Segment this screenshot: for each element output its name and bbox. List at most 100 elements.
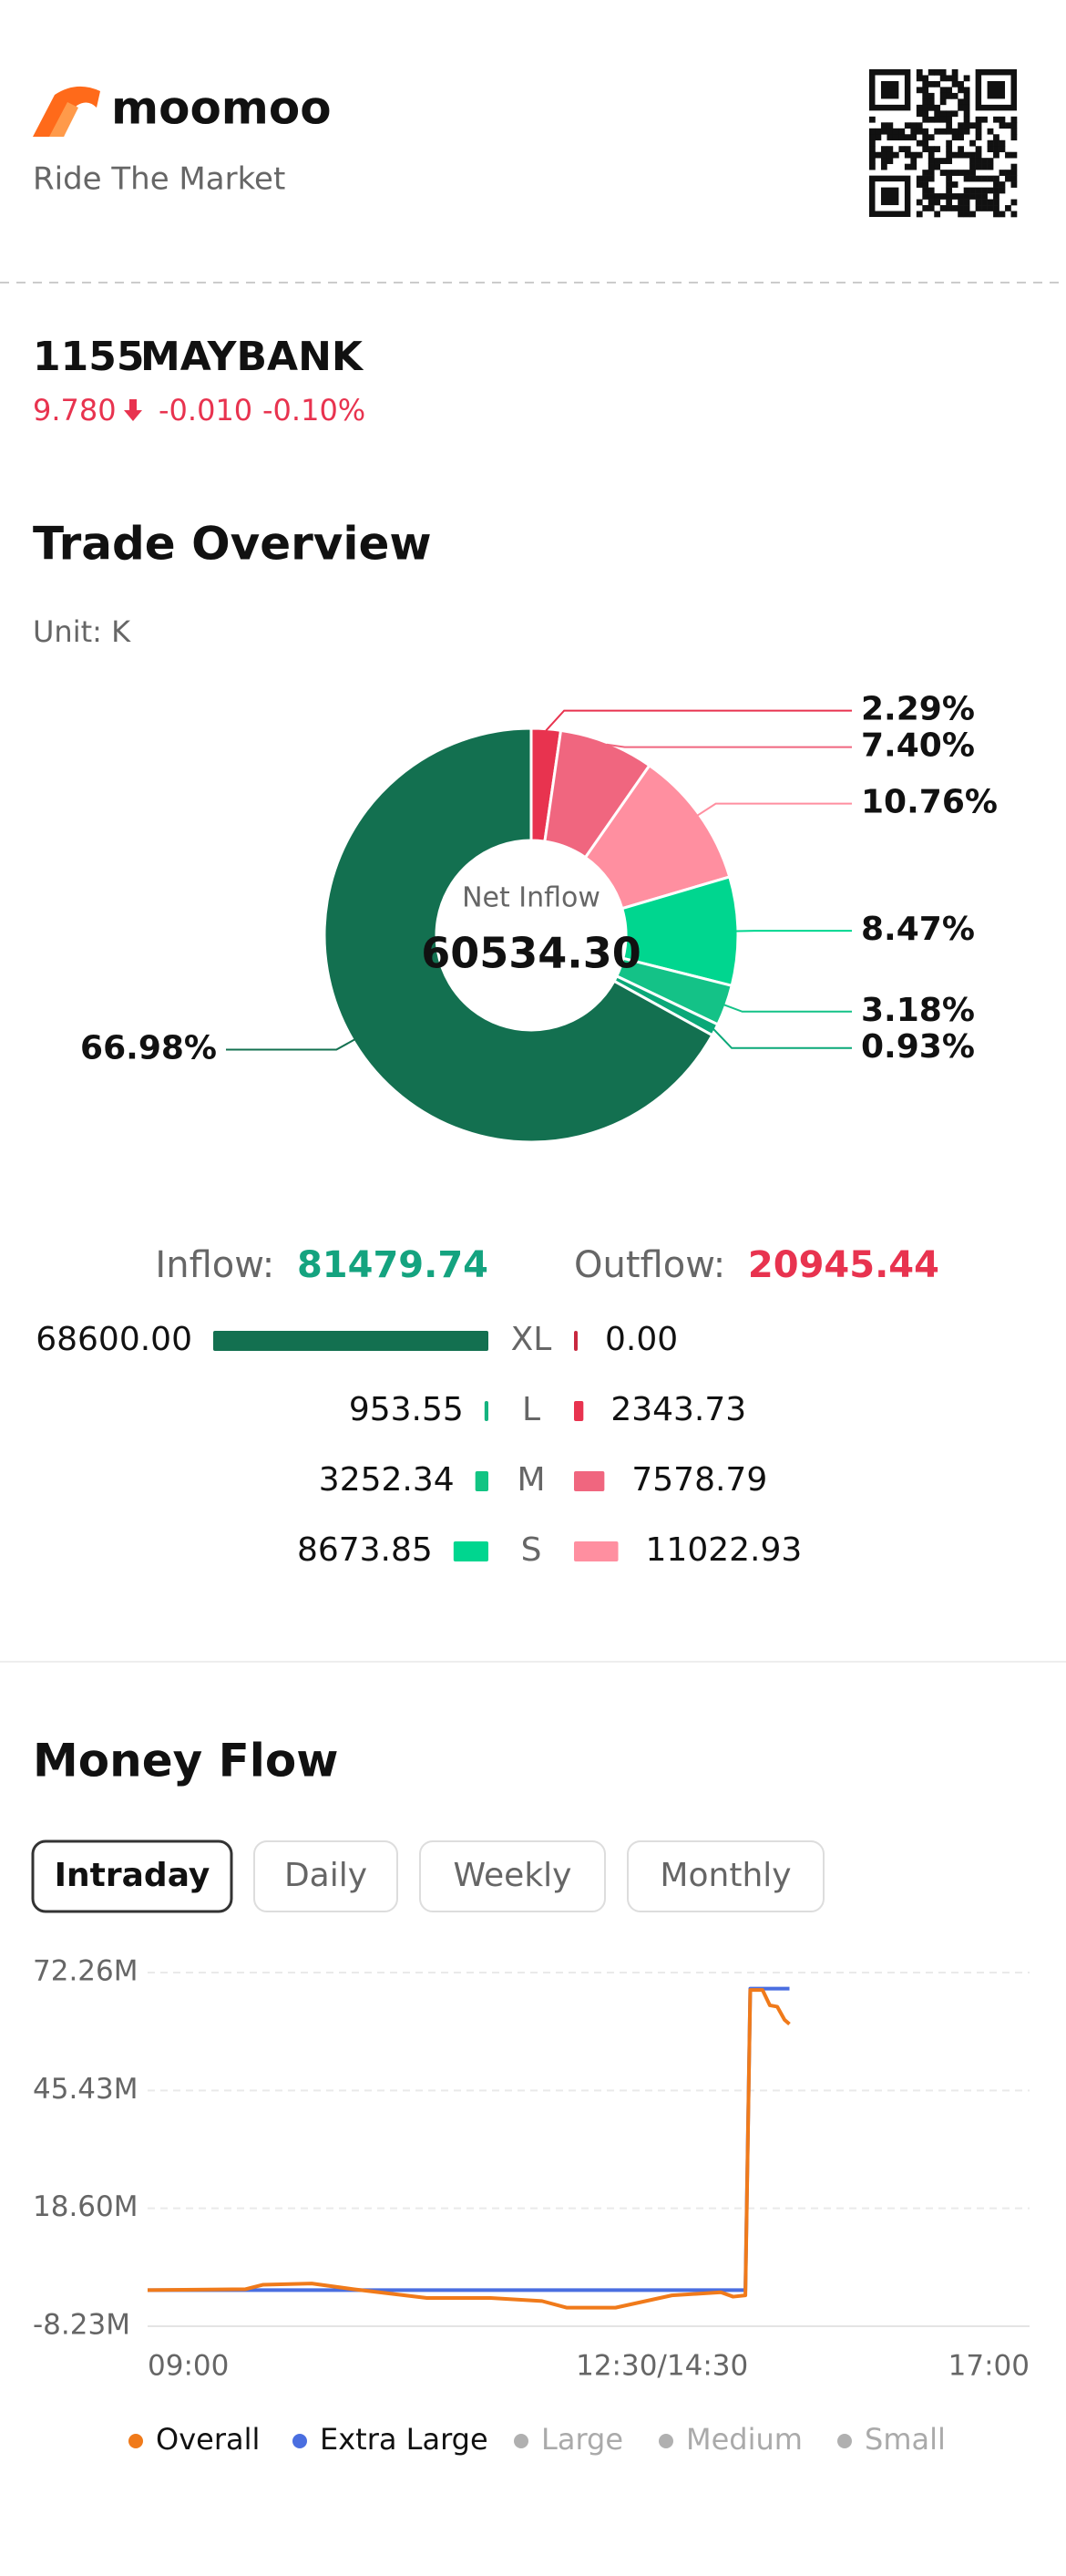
qr-cell — [1010, 163, 1018, 170]
tab-label[interactable]: Daily — [284, 1857, 367, 1894]
leader-line — [697, 802, 852, 817]
qr-cell — [993, 205, 999, 211]
qr-cell — [934, 69, 941, 76]
qr-cell — [951, 128, 958, 135]
qr-cell — [963, 116, 970, 123]
tab[interactable]: Monthly — [627, 1840, 825, 1912]
qr-cell — [969, 211, 976, 218]
outflow-summary: Outflow: 20945.44 — [574, 1244, 939, 1286]
qr-cell — [928, 134, 935, 141]
qr-cell — [928, 205, 935, 211]
qr-cell — [904, 122, 911, 129]
legend-label[interactable]: Overall — [156, 2422, 260, 2457]
tab-box[interactable] — [31, 1839, 233, 1913]
qr-cell — [999, 139, 1006, 147]
y-tick-label: 18.60M — [33, 2190, 138, 2223]
qr-cell — [875, 128, 882, 135]
qr-cell — [963, 187, 970, 194]
qr-cell — [928, 92, 935, 99]
qr-cell — [869, 146, 876, 153]
legend-dot[interactable] — [659, 2434, 673, 2448]
legend-label[interactable]: Extra Large — [320, 2422, 488, 2457]
slice-label: 0.93% — [861, 1028, 975, 1066]
qr-cell — [892, 151, 899, 159]
outflow-bar — [574, 1401, 584, 1421]
legend-dot[interactable] — [128, 2434, 143, 2448]
legend-label[interactable]: Medium — [686, 2422, 803, 2457]
legend-dot[interactable] — [514, 2434, 528, 2448]
qr-cell — [934, 128, 941, 135]
qr-cell — [981, 116, 988, 123]
size-label: S — [521, 1531, 542, 1569]
qr-cell — [1010, 181, 1018, 188]
qr-cell — [934, 110, 941, 118]
qr-cell — [887, 134, 894, 141]
qr-cell — [969, 170, 976, 176]
tab-label[interactable]: Intraday — [55, 1857, 210, 1894]
y-tick-label: -8.23M — [33, 2309, 130, 2342]
qr-cell — [1010, 122, 1018, 129]
qr-cell — [987, 163, 994, 170]
tab[interactable]: Intraday — [31, 1839, 233, 1913]
stock-name: MAYBANK — [140, 334, 364, 380]
qr-cell — [951, 92, 958, 99]
legend-item[interactable]: Extra Large — [292, 2422, 488, 2457]
tab-label[interactable]: Weekly — [454, 1857, 572, 1894]
legend-item[interactable]: Medium — [659, 2422, 803, 2457]
qr-finder — [975, 68, 1018, 111]
qr-cell — [993, 199, 999, 206]
qr-cell — [869, 134, 876, 141]
qr-cell — [993, 146, 999, 153]
qr-cell — [946, 139, 953, 147]
qr-cell — [958, 146, 964, 153]
qr-cell — [875, 134, 882, 141]
qr-cell — [910, 128, 917, 135]
qr-cell — [981, 163, 988, 170]
section-title: Trade Overview — [33, 518, 432, 571]
qr-cell — [922, 75, 929, 82]
qr-cell — [1005, 122, 1011, 129]
change: -0.010 — [159, 393, 252, 428]
qr-cell — [922, 175, 929, 182]
qr-cell — [963, 98, 970, 106]
tab[interactable]: Weekly — [419, 1840, 606, 1912]
series-line — [147, 1988, 791, 2310]
qr-cell — [916, 75, 923, 82]
legend-item[interactable]: Overall — [128, 2422, 260, 2457]
tab-box[interactable] — [419, 1840, 606, 1912]
legend-item[interactable]: Large — [514, 2422, 623, 2457]
qr-cell — [981, 175, 988, 182]
qr-cell — [939, 170, 947, 176]
leader-line — [545, 709, 852, 732]
leader-line — [226, 1038, 355, 1051]
stock-code: 1155 — [33, 334, 144, 380]
size-label: M — [517, 1461, 545, 1499]
tab-label[interactable]: Monthly — [660, 1857, 791, 1894]
legend-dot[interactable] — [837, 2434, 852, 2448]
qr-cell — [963, 175, 970, 182]
tab[interactable]: Daily — [253, 1840, 398, 1912]
qr-cell — [939, 128, 947, 135]
inflow-total: 81479.74 — [297, 1244, 488, 1286]
qr-cell — [916, 87, 923, 94]
qr-cell — [958, 199, 964, 206]
qr-cell — [922, 98, 929, 106]
qr-cell — [958, 211, 964, 218]
qr-cell — [892, 134, 899, 141]
stock-quote: 9.780 -0.010 -0.10% — [33, 393, 365, 428]
qr-cell — [1005, 205, 1011, 211]
legend-dot[interactable] — [292, 2434, 307, 2448]
qr-cell — [969, 187, 976, 194]
qr-cell — [922, 104, 929, 111]
legend-item[interactable]: Small — [837, 2422, 946, 2457]
legend-label[interactable]: Large — [541, 2422, 623, 2457]
qr-cell — [946, 151, 953, 159]
tab-box[interactable] — [627, 1840, 825, 1912]
tab-box[interactable] — [253, 1840, 398, 1912]
qr-cell — [946, 205, 953, 211]
qr-cell — [958, 104, 964, 111]
qr-cell — [880, 158, 887, 164]
outflow-bar — [574, 1471, 605, 1491]
qr-cell — [958, 87, 964, 94]
legend-label[interactable]: Small — [865, 2422, 946, 2457]
